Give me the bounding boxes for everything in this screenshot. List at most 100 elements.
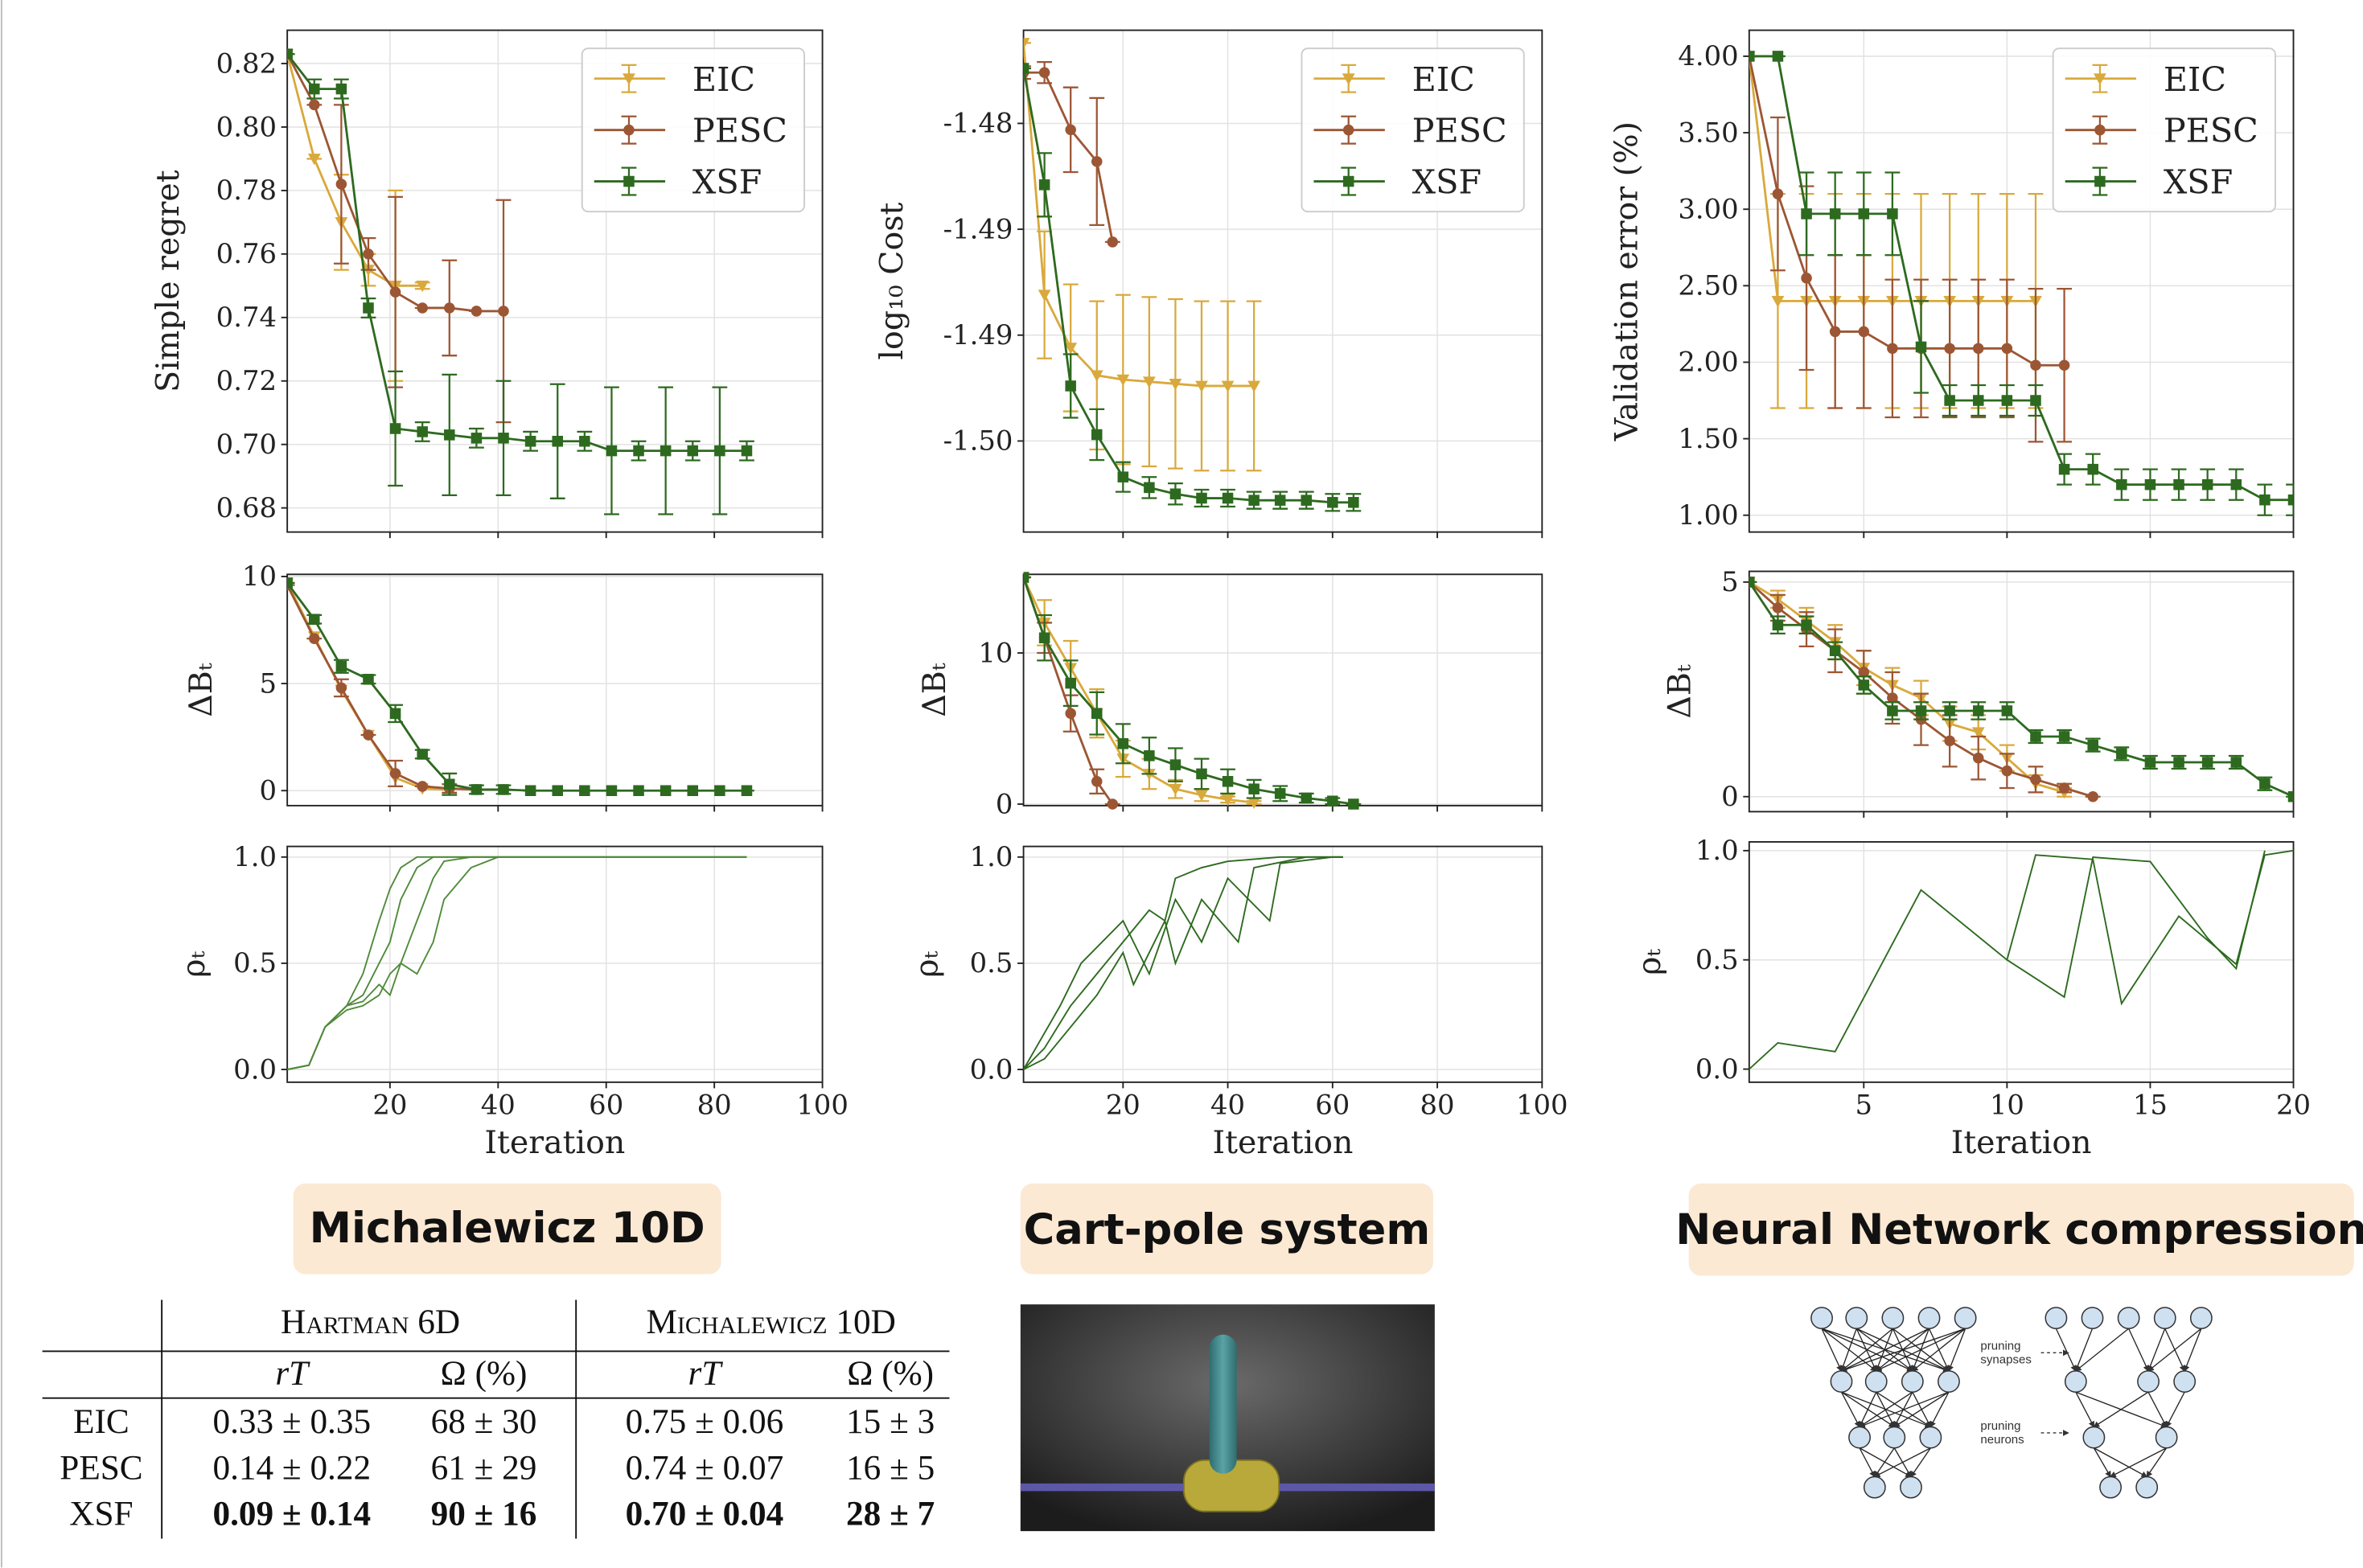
nn-node <box>1900 1476 1922 1499</box>
y-tick-label: 3.00 <box>1678 193 1738 224</box>
nn-node <box>2064 1370 2087 1393</box>
marker <box>307 154 321 166</box>
marker <box>1248 495 1260 506</box>
table-cell: 0.09 ± 0.14 <box>212 1495 371 1533</box>
nn-edge <box>2093 1447 2111 1478</box>
marker <box>1887 208 1898 220</box>
nn-node <box>1864 1370 1888 1393</box>
y-tick-label: 2.00 <box>1678 347 1738 378</box>
marker <box>363 302 374 314</box>
y-tick-label: 0.72 <box>216 365 277 396</box>
nn-edge <box>2109 1447 2167 1478</box>
marker <box>1196 768 1207 780</box>
marker <box>1327 795 1338 807</box>
nn-edge <box>1858 1391 1913 1428</box>
marker <box>1117 471 1129 482</box>
marker <box>2230 757 2242 768</box>
marker <box>2144 757 2156 768</box>
nn-node <box>1901 1370 1924 1393</box>
marker <box>498 433 509 444</box>
marker <box>2001 765 2013 777</box>
marker <box>1065 124 1076 136</box>
legend-box <box>2052 47 2276 213</box>
marker <box>1169 759 1182 770</box>
x-tick-label: 100 <box>796 1089 849 1120</box>
caption: Michalewicz 10D <box>310 1204 705 1253</box>
marker <box>498 784 509 795</box>
nn-edge <box>2166 1391 2185 1428</box>
caption-box <box>1020 1183 1433 1275</box>
axes-frame <box>1022 845 1543 1083</box>
marker <box>1195 380 1208 392</box>
nn-edge <box>1947 1328 1966 1373</box>
marker <box>416 281 429 293</box>
marker <box>1829 326 1841 338</box>
marker <box>524 785 536 797</box>
nn-node <box>2173 1370 2197 1393</box>
marker <box>1749 577 1755 588</box>
pole <box>1209 1334 1237 1474</box>
marker <box>2094 73 2106 85</box>
marker <box>2030 395 2041 406</box>
y-axis-label: ρₜ <box>1631 949 1668 975</box>
marker <box>2001 395 2013 406</box>
marker <box>1915 705 1927 716</box>
legend-label: XSF <box>1412 163 1481 202</box>
y-axis-label: Simple regret <box>150 170 187 392</box>
y-tick-label: 0.5 <box>233 947 277 979</box>
marker <box>1887 343 1898 355</box>
y-tick-label: -1.49 <box>943 213 1013 244</box>
marker <box>2287 494 2294 506</box>
marker <box>1972 752 1984 764</box>
marker <box>687 785 699 797</box>
x-tick-label: 20 <box>2276 1089 2311 1120</box>
series-line <box>287 53 423 287</box>
table-cell: 0.74 ± 0.07 <box>626 1448 784 1487</box>
marker <box>1772 51 1784 62</box>
caption: Cart-pole system <box>1024 1205 1431 1254</box>
x-axis-label: Iteration <box>1951 1124 2092 1161</box>
marker <box>308 633 320 644</box>
nn-edge <box>1911 1328 1966 1372</box>
nn-edge <box>1875 1328 1966 1372</box>
marker <box>1772 602 1784 614</box>
marker <box>335 682 347 694</box>
marker <box>2087 790 2098 802</box>
axes-frame <box>1748 570 2295 813</box>
nn-edge <box>1859 1447 1913 1478</box>
marker <box>1247 380 1261 392</box>
subplot: 0.0 0.5 1.0 20 40 60 80 100 Iteration ρₜ <box>908 841 1568 1161</box>
marker <box>623 73 635 85</box>
marker <box>444 302 455 314</box>
nn-node <box>1845 1307 1868 1330</box>
x-tick-label: 80 <box>697 1089 732 1120</box>
marker <box>363 729 374 741</box>
x-tick-label: 80 <box>1420 1089 1455 1120</box>
x-tick-label: 60 <box>1315 1089 1350 1120</box>
y-tick-label: 0.78 <box>216 174 277 206</box>
marker <box>363 674 374 685</box>
marker <box>2230 478 2242 491</box>
nn-node <box>1919 1426 1942 1449</box>
nn-edge <box>1840 1328 1966 1373</box>
marker <box>1091 708 1103 719</box>
marker <box>1858 679 1870 691</box>
y-tick-label: 1.50 <box>1678 423 1738 454</box>
subplot: 4.00 3.50 3.00 2.50 2.00 1.50 1.00 Validation e… <box>1609 29 2295 539</box>
marker <box>287 577 293 589</box>
y-tick-label: 0.0 <box>233 1053 277 1085</box>
marker <box>1301 792 1313 804</box>
x-tick-label: 20 <box>372 1089 407 1120</box>
y-tick-label: -1.48 <box>943 108 1013 139</box>
y-tick-label: 0.0 <box>1695 1053 1739 1085</box>
table-column-header: Ω (%) <box>847 1354 934 1393</box>
axes-frame <box>1022 29 1543 533</box>
marker <box>2001 705 2013 716</box>
marker <box>471 306 483 317</box>
table-cell: 61 ± 29 <box>431 1448 537 1487</box>
marker <box>1064 343 1078 355</box>
marker <box>1247 797 1261 810</box>
nn-edge <box>2094 1447 2148 1478</box>
y-axis-label: log₁₀ Cost <box>873 203 910 360</box>
